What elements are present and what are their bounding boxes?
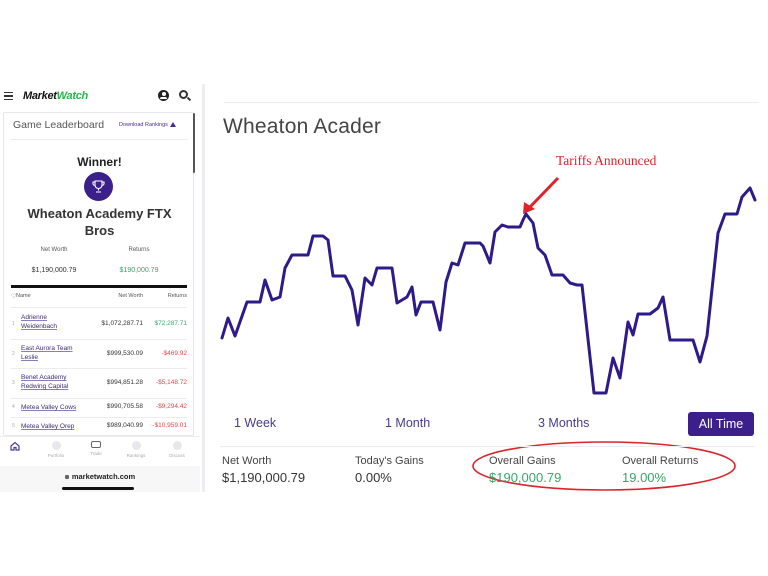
overall-returns-value: 19.00%: [622, 470, 667, 485]
returns-label: Returns: [128, 247, 150, 253]
scrollbar[interactable]: [193, 113, 195, 173]
range-3-months[interactable]: 3 Months: [538, 416, 590, 430]
top-bar: MarketWatch: [0, 84, 200, 110]
discuss-icon: [172, 441, 182, 450]
browser-url-bar[interactable]: marketwatch.com: [0, 466, 200, 492]
url-text: marketwatch.com: [0, 472, 200, 481]
nav-rankings[interactable]: Rankings: [116, 441, 156, 458]
table-header: ♡ Name Net Worth Returns: [11, 293, 187, 300]
lock-icon: [64, 475, 69, 479]
nav-home[interactable]: [0, 441, 35, 454]
overall-gains-label: Overall Gains: [489, 455, 556, 467]
portfolio-chart-panel: Wheaton Acader: [205, 84, 768, 492]
bottom-nav: Portfolio Trade Rankings Discuss: [0, 436, 200, 466]
search-icon[interactable]: [179, 90, 188, 99]
range-1-week[interactable]: 1 Week: [234, 416, 277, 430]
overall-returns-label: Overall Returns: [622, 455, 699, 467]
chart-title: Wheaton Acader: [223, 115, 382, 138]
table-row[interactable]: 3 Benet Academy Redwing Capital $994,851…: [11, 368, 187, 396]
team-link[interactable]: Metea Valley Orep: [21, 423, 75, 430]
team-link[interactable]: East Aurora Team Leslie: [21, 345, 73, 361]
net-worth-label: Net Worth: [222, 455, 272, 467]
rankings-icon: [131, 441, 141, 450]
mobile-screenshot: MarketWatch Game Leaderboard Download Ra…: [0, 84, 200, 492]
divider: [220, 446, 755, 447]
home-indicator: [62, 487, 134, 490]
user-icon[interactable]: [158, 90, 169, 101]
portfolio-icon: [51, 441, 61, 450]
trophy-icon: [84, 172, 113, 201]
download-icon: [169, 122, 176, 127]
table-row[interactable]: 2 East Aurora Team Leslie $999,530.09 -$…: [11, 339, 187, 368]
marketwatch-logo[interactable]: MarketWatch: [23, 90, 88, 102]
divider: [10, 139, 188, 140]
net-worth-value: $1,190,000.79: [222, 470, 306, 485]
winner-team-name: Wheaton Academy FTX Bros: [27, 206, 172, 238]
table-top-rule: [11, 285, 187, 288]
table-row[interactable]: 4 Metea Valley Cows $990,705.58 -$9,294.…: [11, 398, 187, 417]
panel-divider: [202, 84, 205, 492]
tariffs-annotation: Tariffs Announced: [556, 153, 657, 168]
team-link[interactable]: Benet Academy Redwing Capital: [21, 374, 69, 390]
overall-gains-value: $190,000.79: [489, 470, 562, 485]
range-1-month[interactable]: 1 Month: [385, 416, 431, 430]
divider: [224, 102, 759, 103]
table-row[interactable]: 1 Adrienne Weidenbach $1,072,287.71 $72,…: [11, 307, 187, 339]
trade-icon: [91, 441, 101, 448]
download-rankings-link[interactable]: Download Rankings: [119, 122, 176, 128]
leaderboard-title: Game Leaderboard: [13, 119, 105, 131]
nav-portfolio[interactable]: Portfolio: [36, 441, 76, 458]
home-icon: [10, 441, 20, 451]
menu-icon[interactable]: [4, 92, 13, 100]
net-worth-value: $1,190,000.79: [31, 267, 77, 274]
returns-value: $190,000.79: [119, 267, 159, 274]
team-link[interactable]: Adrienne Weidenbach: [21, 314, 58, 330]
table-row[interactable]: 5 Metea Valley Orep $989,040.99 -$10,959…: [11, 417, 187, 435]
leaderboard-card: Game Leaderboard Download Rankings Winne…: [3, 112, 194, 436]
range-all-time[interactable]: All Time: [688, 412, 754, 436]
nav-trade[interactable]: Trade: [76, 441, 116, 456]
nav-discuss[interactable]: Discuss: [157, 441, 197, 458]
todays-gains-value: 0.00%: [355, 470, 392, 485]
todays-gains-label: Today's Gains: [355, 455, 424, 467]
heart-icon[interactable]: ♡: [11, 294, 17, 300]
team-link[interactable]: Metea Valley Cows: [21, 404, 77, 411]
net-worth-label: Net Worth: [40, 247, 68, 253]
winner-label: Winner!: [77, 155, 122, 169]
